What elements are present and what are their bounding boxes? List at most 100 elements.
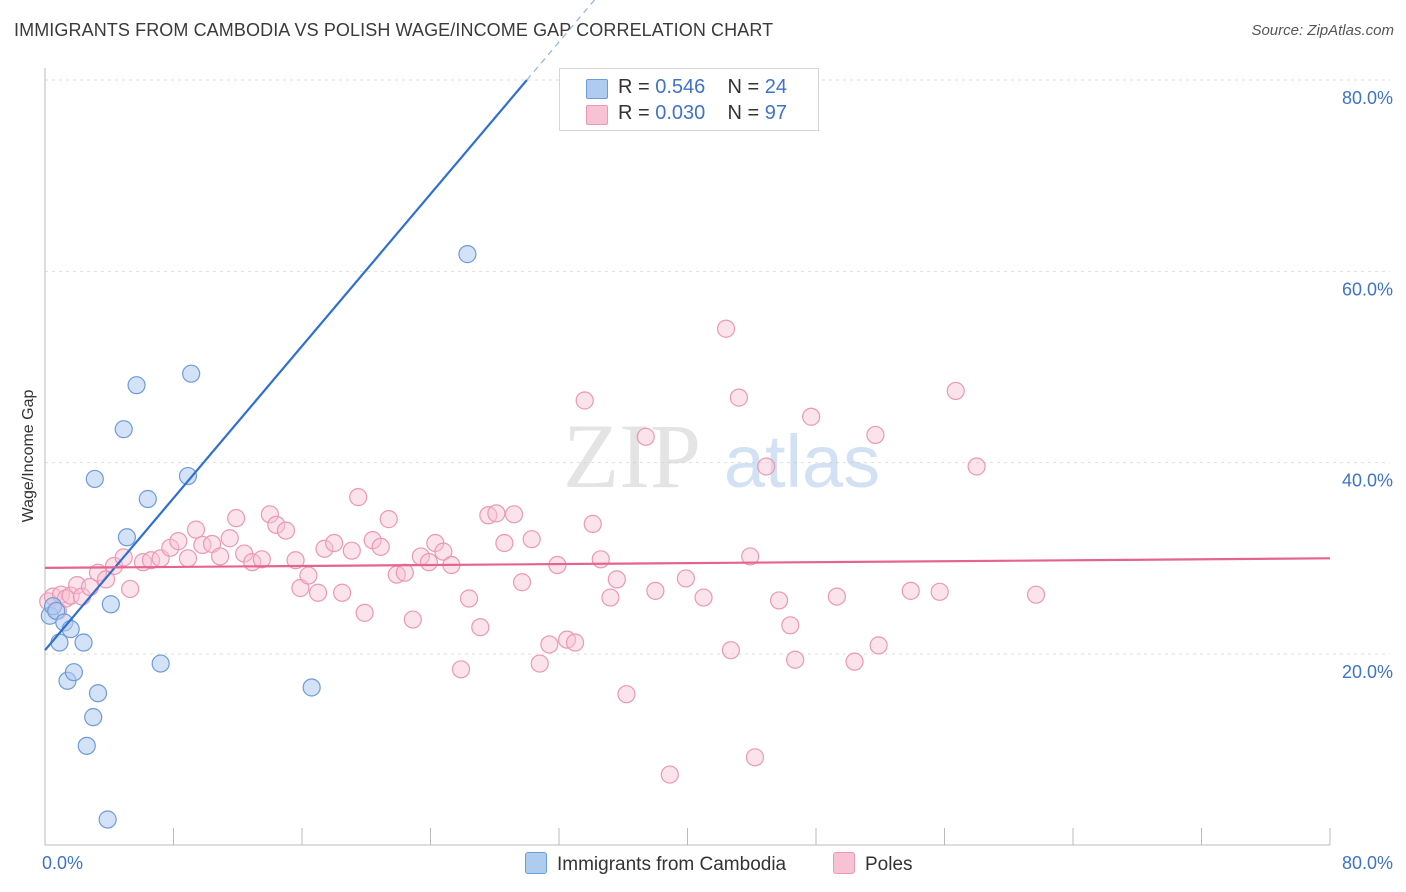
poles-point: [901, 581, 920, 600]
cambodia-point: [178, 466, 198, 486]
n-label: N =: [727, 102, 760, 124]
poles-point: [869, 636, 888, 655]
cambodia-point: [114, 420, 133, 439]
n-value-poles: 97: [764, 102, 788, 124]
y-tick-label: 80.0%: [1342, 88, 1393, 108]
legend-item-cambodia[interactable]: Immigrants from Cambodia: [525, 852, 786, 876]
poles-point: [504, 505, 524, 524]
poles-point: [827, 587, 846, 606]
cambodia-point: [117, 528, 137, 547]
cambodia-legend-swatch: [525, 852, 547, 874]
cambodia-point: [151, 654, 170, 673]
poles-point: [169, 532, 188, 551]
poles-point: [781, 616, 800, 635]
legend-label-cambodia: Immigrants from Cambodia: [557, 854, 787, 875]
poles-point: [121, 579, 140, 599]
cambodia-point: [84, 708, 103, 727]
poles-point: [607, 570, 626, 589]
r-value-poles: 0.030: [655, 102, 706, 124]
poles-point: [451, 660, 471, 679]
poles-point: [299, 566, 318, 585]
poles-point: [512, 573, 532, 592]
poles-point: [540, 635, 559, 654]
poles-point: [178, 549, 198, 568]
cambodia-point: [61, 620, 80, 639]
poles-point: [636, 427, 655, 446]
poles-point: [786, 650, 805, 669]
poles-point: [617, 685, 636, 704]
cambodia-points: [40, 245, 477, 829]
y-tick-label: 20.0%: [1342, 662, 1393, 682]
poles-point: [210, 547, 230, 566]
poles-point: [866, 425, 885, 445]
poles-point: [967, 457, 986, 476]
poles-points: [39, 319, 1046, 784]
r-label: R =: [618, 76, 650, 98]
poles-point: [495, 533, 514, 553]
poles-point: [276, 521, 296, 540]
cambodia-point: [50, 633, 69, 652]
legend-item-poles[interactable]: Poles: [833, 852, 913, 876]
poles-point: [349, 488, 368, 507]
poles-point: [745, 748, 765, 767]
poles-point: [286, 551, 305, 570]
y-tick-label: 60.0%: [1342, 279, 1393, 299]
poles-point: [802, 407, 821, 426]
poles-point: [721, 641, 740, 660]
poles-point: [342, 541, 361, 560]
cambodia-point: [77, 736, 96, 755]
poles-point: [471, 618, 490, 637]
poles-point: [227, 509, 246, 528]
poles-point: [716, 319, 736, 338]
poles-point: [371, 537, 390, 556]
r-value-cambodia: 0.546: [655, 76, 706, 98]
poles-point: [646, 581, 665, 600]
cambodia-point: [88, 684, 108, 703]
poles-point: [403, 610, 422, 629]
poles-point: [487, 504, 506, 523]
poles-point: [315, 539, 334, 558]
poles-point: [729, 388, 749, 407]
poles-point: [186, 520, 206, 539]
poles-point: [220, 529, 239, 548]
poles-point: [676, 569, 695, 588]
cambodia-swatch: [586, 79, 608, 99]
poles-point: [434, 542, 453, 561]
poles-swatch: [586, 105, 608, 125]
poles-point: [333, 583, 352, 602]
poles-point: [325, 533, 344, 553]
zipatlas-watermark: ZIP atlas: [563, 405, 880, 507]
cambodia-point: [98, 810, 117, 829]
r-label: R =: [618, 102, 650, 124]
cambodia-trend-extension: [526, 0, 596, 81]
cambodia-point: [127, 376, 146, 395]
trend-lines: [44, 0, 1331, 651]
n-label: N =: [727, 76, 760, 98]
axes: [44, 68, 1331, 846]
poles-point: [267, 515, 286, 534]
y-tick-label: 40.0%: [1342, 471, 1393, 491]
n-value-cambodia: 24: [764, 76, 788, 98]
poles-point: [419, 553, 438, 572]
poles-point: [379, 510, 398, 529]
poles-point: [741, 547, 760, 566]
cambodia-trend-line: [44, 79, 528, 651]
y-axis-label: Wage/Income Gap: [20, 390, 37, 523]
poles-point: [459, 589, 479, 608]
poles-point: [583, 514, 602, 533]
cambodia-point: [74, 633, 93, 652]
poles-point: [946, 381, 965, 401]
cambodia-point: [458, 245, 477, 264]
poles-point: [694, 588, 713, 607]
poles-point: [355, 603, 374, 622]
poles-point: [565, 633, 585, 652]
poles-point: [660, 765, 679, 784]
watermark-zip: ZIP: [563, 405, 701, 507]
poles-point: [530, 654, 549, 673]
cambodia-point: [64, 663, 84, 682]
x-tick-label: 0.0%: [42, 853, 83, 873]
poles-point: [769, 591, 789, 610]
cambodia-point: [302, 678, 321, 697]
poles-point: [845, 652, 864, 671]
